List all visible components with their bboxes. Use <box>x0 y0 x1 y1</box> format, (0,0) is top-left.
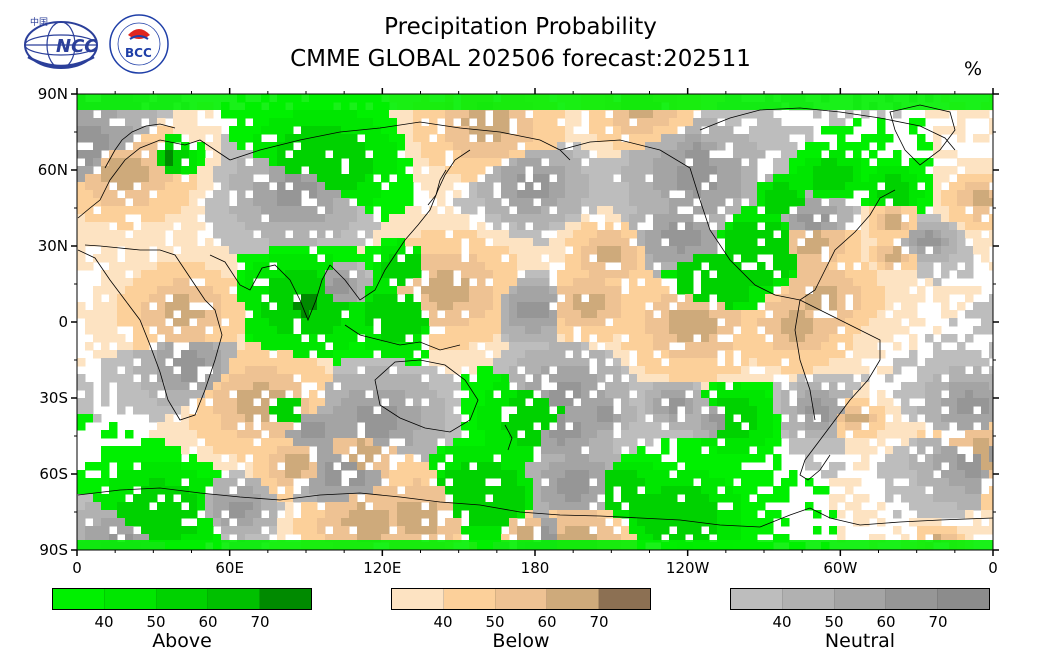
title-line-2: CMME GLOBAL 202506 forecast:202511 <box>290 46 751 72</box>
legend-swatch <box>886 589 939 609</box>
legend-tick-label: 50 <box>146 613 166 631</box>
legend-swatch <box>53 589 105 609</box>
legend-swatch <box>495 589 548 609</box>
legend-above-label: Above <box>152 630 212 652</box>
lon-label: 120W <box>666 559 710 577</box>
lon-label: 120E <box>363 559 401 577</box>
legend-tick-label: 60 <box>537 613 557 631</box>
ncc-text: NCC <box>56 36 98 57</box>
legend-swatch <box>731 589 783 609</box>
legend-below-ticks: 40 50 60 70 <box>391 610 651 631</box>
lon-label: 60E <box>215 559 244 577</box>
legend-neutral: 40 50 60 70 Neutral <box>730 588 990 652</box>
lat-label: 60N <box>38 161 68 179</box>
lat-label: 90N <box>38 85 68 103</box>
legend-swatch <box>156 589 209 609</box>
legend-below-label: Below <box>492 630 550 652</box>
probability-field <box>77 94 993 550</box>
ncc-globe-logo-icon: 中国 NCC <box>24 16 98 69</box>
legend-tick-label: 70 <box>589 613 609 631</box>
legend-swatch <box>392 589 444 609</box>
north-band <box>77 94 993 110</box>
ncc-cn-text: 中国 <box>30 16 48 28</box>
legend-neutral-label: Neutral <box>824 630 896 652</box>
legend-swatch <box>260 589 311 609</box>
legend-swatch <box>104 589 157 609</box>
lat-label: 30S <box>39 389 68 407</box>
lat-label: 30N <box>38 237 68 255</box>
legend-swatch <box>782 589 835 609</box>
legend-swatch <box>208 589 261 609</box>
lon-label: 0 <box>988 559 998 577</box>
legend-above-bar <box>52 588 312 610</box>
lon-label: 60W <box>823 559 857 577</box>
title-line-1: Precipitation Probability <box>384 14 657 40</box>
legend-below: 40 50 60 70 Below <box>391 588 651 652</box>
unit-label: % <box>964 58 983 80</box>
lon-label: 180 <box>521 559 550 577</box>
legend-tick-label: 40 <box>772 613 792 631</box>
legend-neutral-ticks: 40 50 60 70 <box>730 610 990 631</box>
legend-tick-label: 40 <box>94 613 114 631</box>
legend-tick-label: 60 <box>876 613 896 631</box>
lat-label: 60S <box>39 465 68 483</box>
legend-below-bar <box>391 588 651 610</box>
legend-swatch <box>834 589 887 609</box>
coastlines <box>77 104 993 528</box>
legend-above-ticks: 40 50 60 70 <box>52 610 312 631</box>
bcc-text: BCC <box>125 46 152 60</box>
legend-tick-label: 70 <box>250 613 270 631</box>
legend-tick-label: 50 <box>824 613 844 631</box>
bcc-logo-icon: BCC <box>109 14 169 74</box>
legend-tick-label: 60 <box>198 613 218 631</box>
legend-swatch <box>599 589 650 609</box>
legend-swatch <box>443 589 496 609</box>
legend-swatch <box>547 589 600 609</box>
legend-tick-label: 70 <box>928 613 948 631</box>
legend-above: 40 50 60 70 Above <box>52 588 312 652</box>
legend-tick-label: 40 <box>433 613 453 631</box>
legend-tick-label: 50 <box>485 613 505 631</box>
south-band <box>77 540 993 550</box>
lat-label: 0 <box>58 313 68 331</box>
legend-neutral-bar <box>730 588 990 610</box>
legend-swatch <box>938 589 989 609</box>
lat-label: 90S <box>39 541 68 559</box>
lon-label: 0 <box>72 559 82 577</box>
